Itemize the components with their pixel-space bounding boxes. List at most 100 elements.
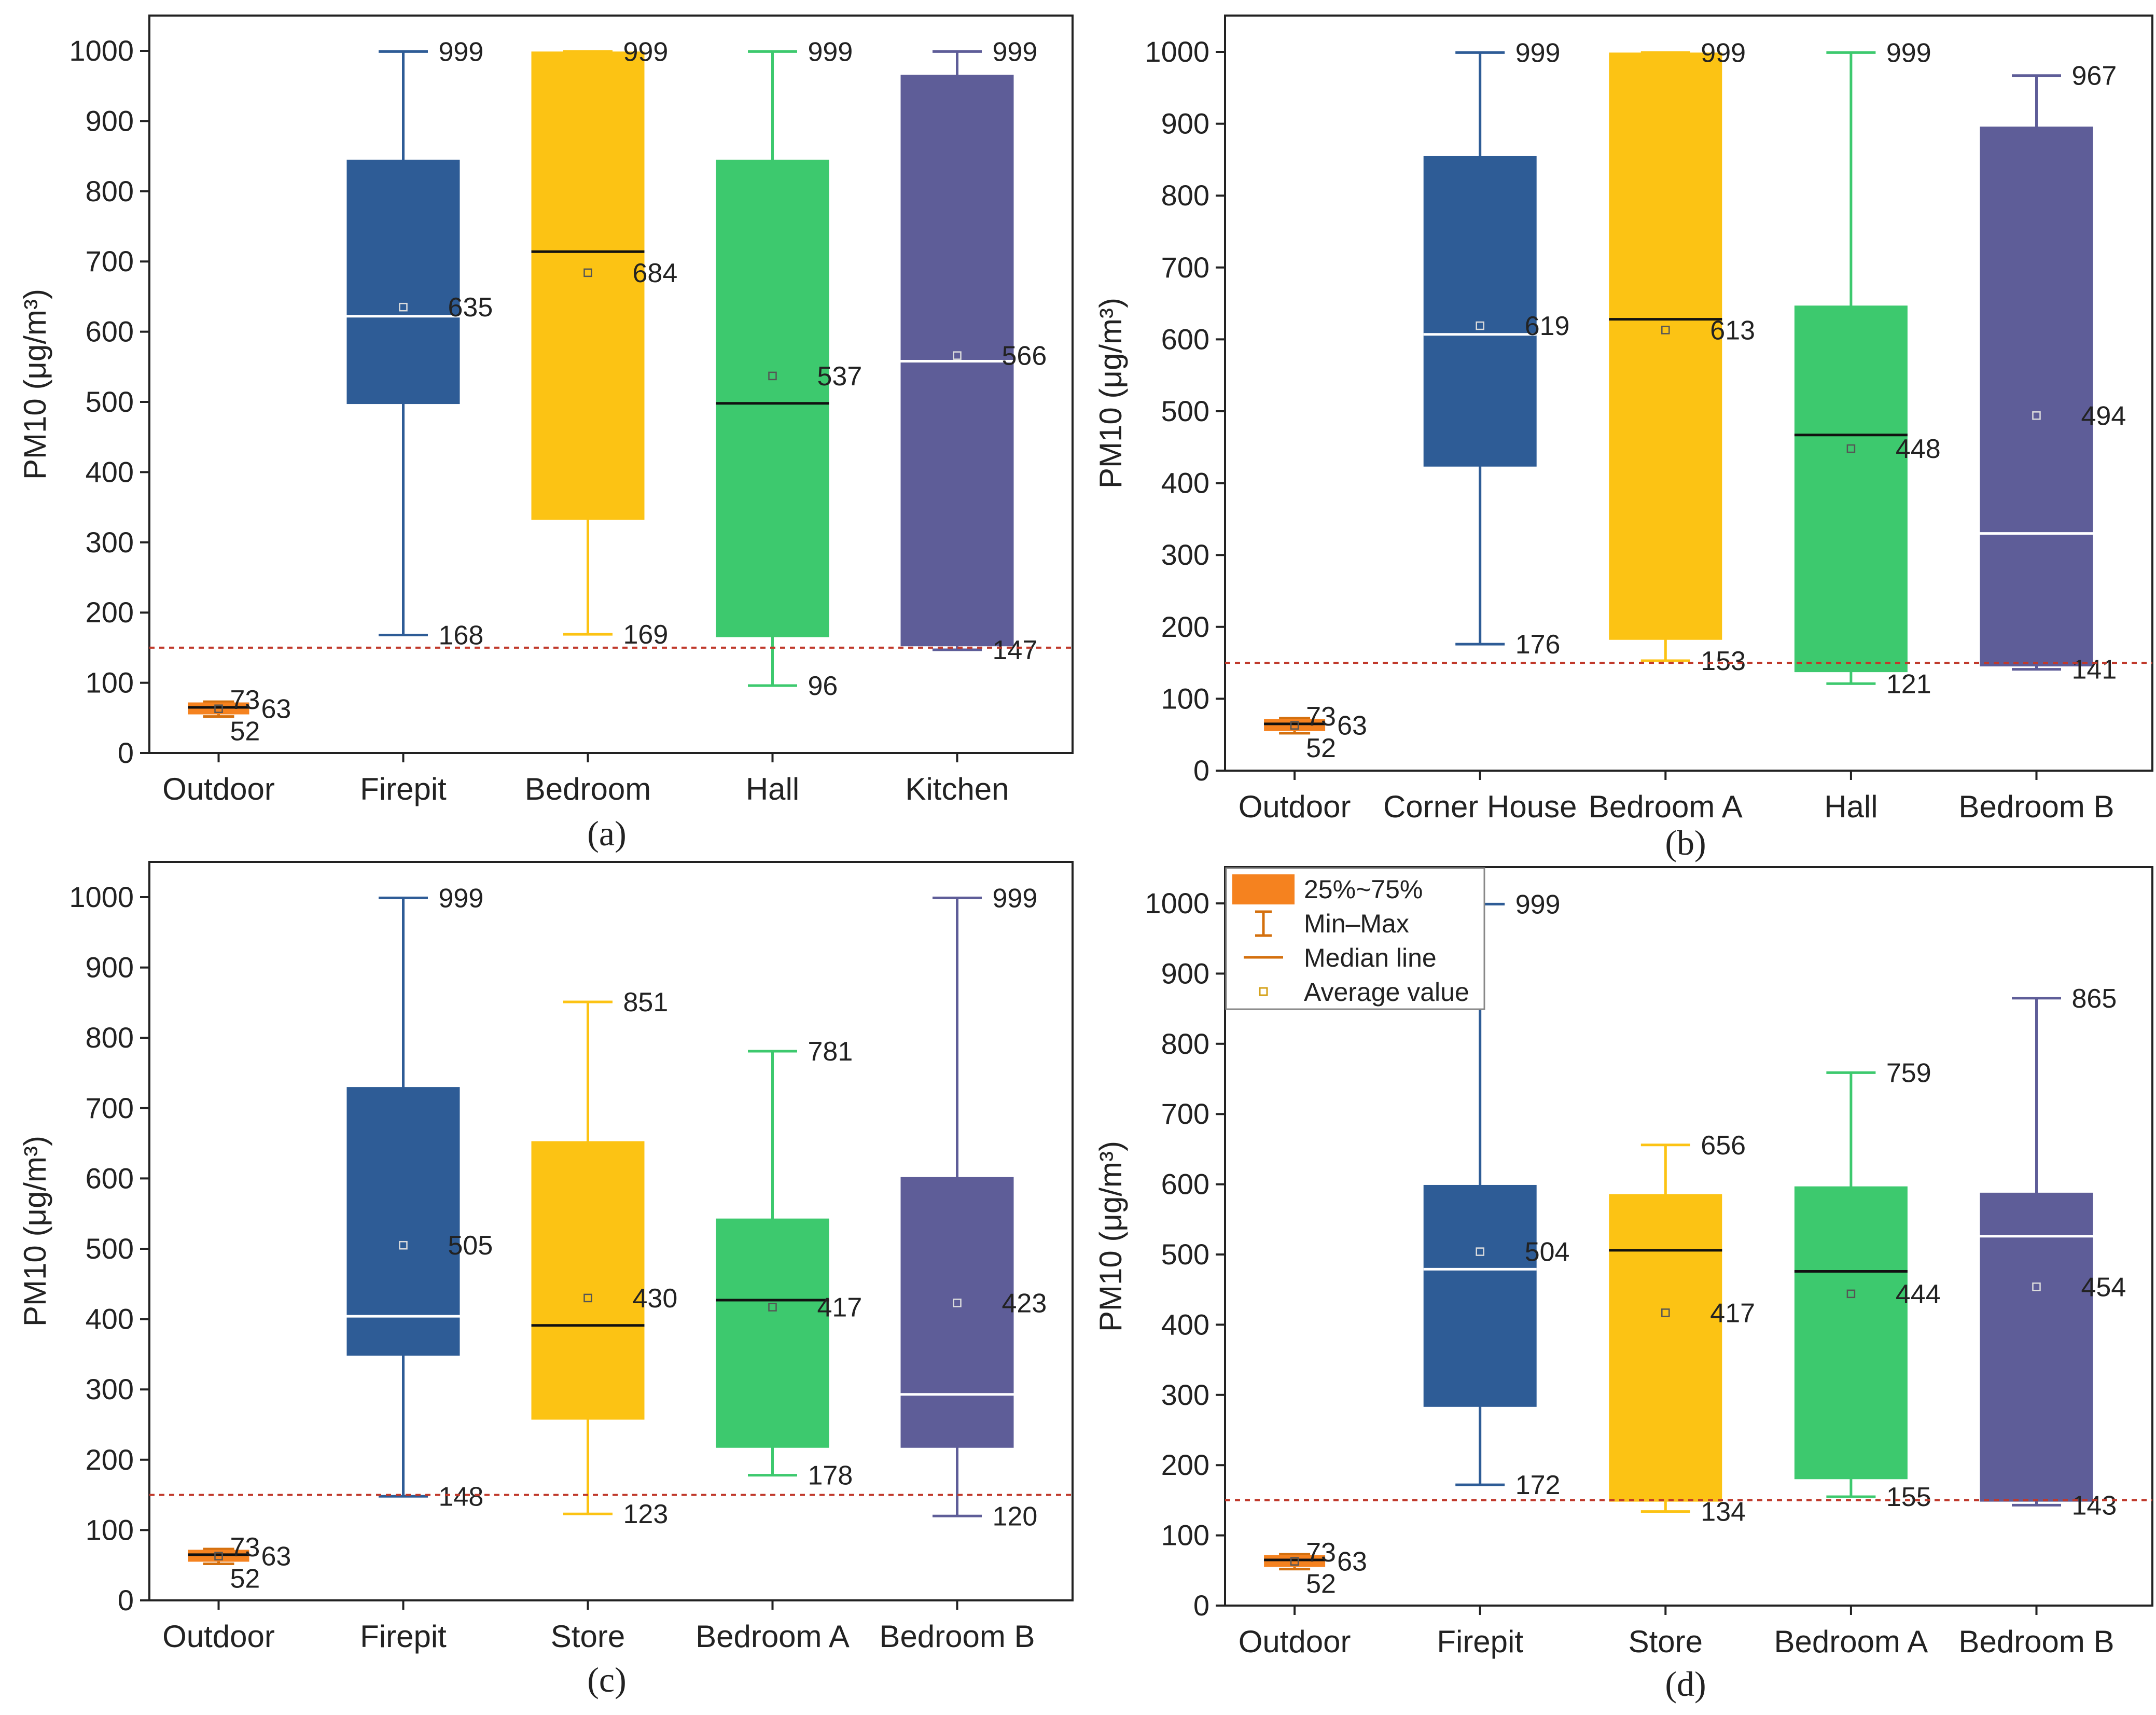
legend-box-swatch [1232, 874, 1295, 904]
y-tick-label: 400 [1161, 467, 1209, 499]
y-tick-label: 100 [1161, 1519, 1209, 1552]
mean-value-label: 430 [633, 1284, 678, 1314]
min-value-label: 52 [230, 1564, 260, 1594]
mean-marker [1846, 444, 1856, 453]
y-tick-label: 200 [86, 1443, 134, 1476]
box-store: 851 430 123 [531, 987, 678, 1529]
mean-marker [399, 302, 408, 312]
mean-value-label: 494 [2081, 401, 2126, 431]
category-label: Bedroom B [1958, 789, 2114, 824]
max-value-label: 999 [993, 37, 1038, 67]
y-tick-label: 0 [118, 1584, 134, 1616]
mean-marker [1290, 1557, 1299, 1566]
category-label: Bedroom B [879, 1619, 1035, 1654]
mean-value-label: 537 [817, 361, 863, 392]
category-label: Bedroom A [1589, 789, 1743, 824]
min-value-label: 134 [1701, 1497, 1746, 1527]
y-tick-label: 0 [118, 736, 134, 769]
box-store: 656 417 134 [1609, 1131, 1755, 1527]
iqr-box [900, 1177, 1014, 1448]
category-label: Bedroom [525, 772, 651, 806]
category-label: Hall [1824, 789, 1877, 824]
iqr-box [1609, 1194, 1722, 1502]
category-label: Store [551, 1619, 625, 1654]
y-tick-label: 1000 [1145, 887, 1209, 919]
category-label: Outdoor [162, 1619, 275, 1654]
y-tick-label: 600 [1161, 1168, 1209, 1201]
mean-marker [953, 351, 962, 360]
iqr-box [1423, 1184, 1537, 1407]
y-tick-label: 200 [1161, 1448, 1209, 1481]
mean-marker [2032, 411, 2041, 420]
min-value-label: 168 [439, 621, 484, 651]
y-axis-label: PM10 (μg/m³) [1093, 1141, 1128, 1332]
iqr-box [531, 51, 645, 520]
min-value-label: 169 [623, 620, 669, 650]
mean-value-label: 444 [1896, 1279, 1941, 1309]
box-corner-house: 999 619 176 [1423, 38, 1569, 660]
mean-marker [1661, 1308, 1670, 1317]
y-tick-label: 800 [1161, 1027, 1209, 1060]
box-bedroom-a: 759 444 155 [1794, 1058, 1941, 1512]
min-value-label: 147 [993, 635, 1038, 665]
y-tick-label: 900 [1161, 107, 1209, 140]
mean-marker [2032, 1282, 2041, 1291]
y-tick-label: 800 [86, 1021, 134, 1054]
min-value-label: 148 [439, 1482, 484, 1512]
iqr-box [716, 1218, 829, 1448]
mean-marker [1290, 721, 1299, 730]
min-value-label: 172 [1515, 1470, 1561, 1500]
min-value-label: 141 [2072, 655, 2117, 685]
panel-caption: (a) [587, 814, 626, 853]
mean-marker [953, 1299, 962, 1307]
y-tick-label: 700 [1161, 1097, 1209, 1130]
max-value-label: 73 [230, 685, 260, 715]
mean-value-label: 505 [448, 1231, 493, 1261]
category-label: Bedroom A [1774, 1624, 1928, 1659]
mean-value-label: 504 [1525, 1237, 1570, 1267]
box-firepit: 999 635 168 [346, 37, 493, 651]
y-tick-label: 0 [1193, 1589, 1209, 1622]
min-value-label: 143 [2072, 1490, 2117, 1521]
y-tick-label: 0 [1193, 754, 1209, 787]
mean-marker [1661, 326, 1670, 334]
y-tick-label: 100 [1161, 682, 1209, 715]
mean-value-label: 417 [1710, 1298, 1755, 1328]
mean-value-label: 613 [1710, 315, 1755, 345]
box-bedroom: 999 684 169 [531, 37, 677, 650]
min-value-label: 121 [1886, 669, 1931, 699]
y-tick-label: 700 [86, 245, 134, 277]
iqr-box [1423, 156, 1537, 467]
max-value-label: 865 [2072, 984, 2117, 1014]
category-label: Store [1629, 1624, 1703, 1659]
min-value-label: 123 [623, 1499, 669, 1529]
category-label: Outdoor [1239, 789, 1351, 824]
panel-b: 0 100 200 300 400 500 600 700 800 900 1000 PM10 (μg… [1093, 15, 2153, 862]
y-tick-label: 100 [86, 1513, 134, 1546]
y-tick-label: 500 [1161, 395, 1209, 427]
max-value-label: 999 [808, 37, 853, 67]
y-tick-label: 700 [1161, 251, 1209, 284]
plot-frame [1224, 866, 2153, 1607]
max-value-label: 999 [1515, 889, 1561, 919]
mean-marker [214, 704, 223, 713]
mean-marker [768, 1303, 777, 1312]
mean-value-label: 417 [817, 1293, 863, 1323]
max-value-label: 999 [1886, 38, 1931, 68]
y-tick-label: 300 [1161, 1378, 1209, 1411]
max-value-label: 851 [623, 987, 669, 1017]
mean-value-label: 63 [261, 1542, 291, 1572]
category-label: Firepit [360, 772, 447, 806]
y-tick-label: 800 [86, 175, 134, 207]
mean-marker [583, 268, 592, 277]
min-value-label: 155 [1886, 1482, 1931, 1512]
panel-caption: (d) [1665, 1664, 1706, 1704]
box-firepit: 999 505 148 [346, 883, 493, 1512]
max-value-label: 999 [439, 37, 484, 67]
mean-marker [768, 371, 777, 381]
plot-frame [1224, 15, 2153, 772]
legend-label: Median line [1304, 943, 1437, 972]
